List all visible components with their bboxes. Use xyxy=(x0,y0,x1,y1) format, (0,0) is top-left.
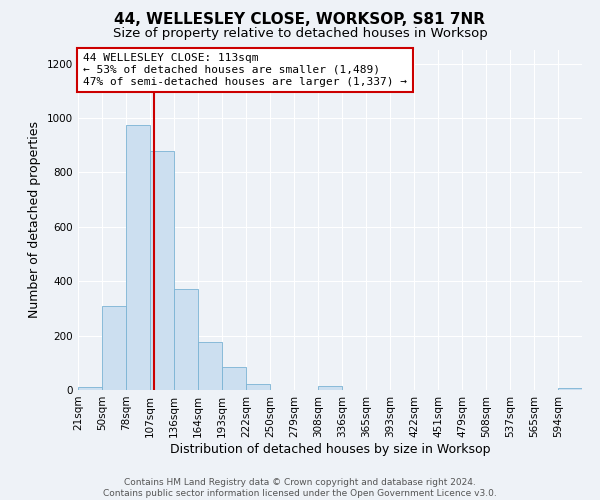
Bar xyxy=(150,150,174,390)
Bar xyxy=(222,367,246,390)
Bar xyxy=(246,384,270,390)
Bar xyxy=(198,342,222,390)
Text: 44, WELLESLEY CLOSE, WORKSOP, S81 7NR: 44, WELLESLEY CLOSE, WORKSOP, S81 7NR xyxy=(115,12,485,28)
X-axis label: Distribution of detached houses by size in Worksop: Distribution of detached houses by size … xyxy=(170,442,490,456)
Bar xyxy=(558,388,582,390)
Bar xyxy=(174,290,198,390)
Bar xyxy=(78,388,102,390)
Text: 44 WELLESLEY CLOSE: 113sqm
← 53% of detached houses are smaller (1,489)
47% of s: 44 WELLESLEY CLOSE: 113sqm ← 53% of deta… xyxy=(83,54,407,86)
Text: Size of property relative to detached houses in Worksop: Size of property relative to detached ho… xyxy=(113,28,487,40)
Text: Contains HM Land Registry data © Crown copyright and database right 2024.
Contai: Contains HM Land Registry data © Crown c… xyxy=(103,478,497,498)
Bar xyxy=(102,306,126,390)
Y-axis label: Number of detached properties: Number of detached properties xyxy=(28,122,41,318)
Bar xyxy=(126,125,150,390)
Bar xyxy=(318,386,342,390)
